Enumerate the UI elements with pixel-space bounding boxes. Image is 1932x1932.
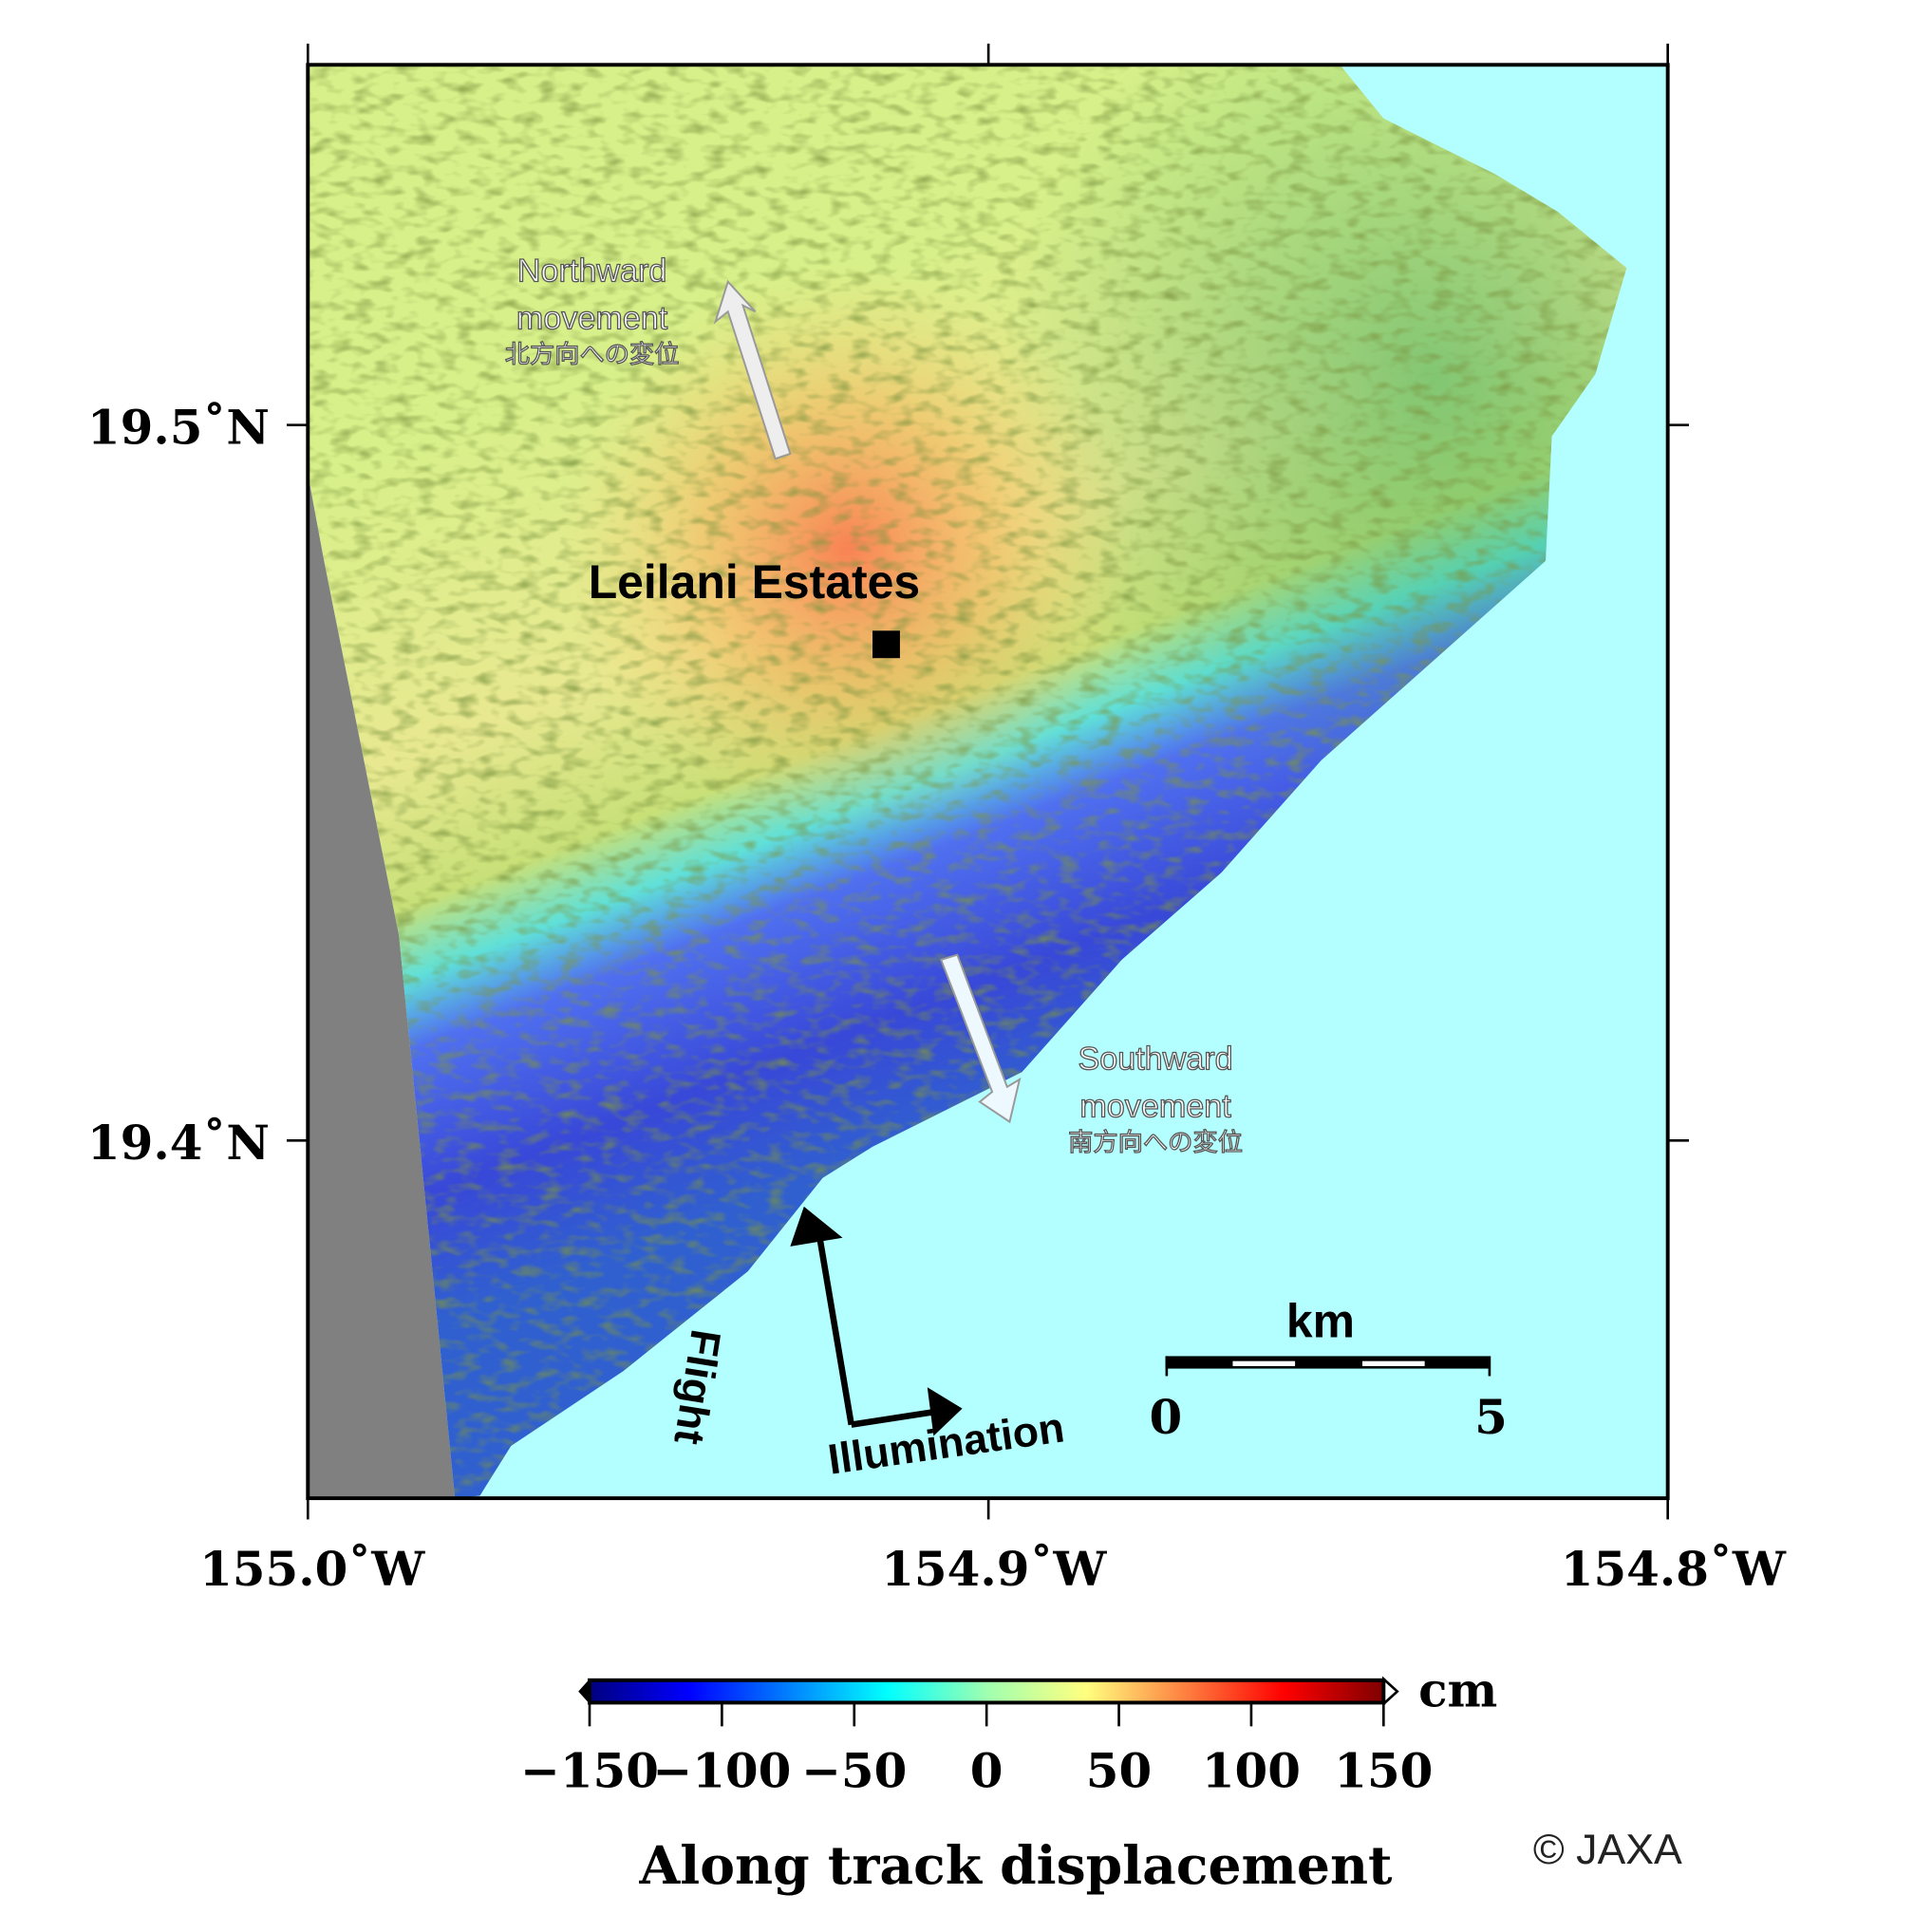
scale-max: 5	[1474, 1388, 1508, 1445]
place-label: Leilani Estates	[588, 556, 921, 610]
northward-line2: movement	[516, 298, 668, 337]
colorbar-tick-label: −150	[520, 1742, 659, 1799]
scale-unit: km	[1285, 1296, 1356, 1349]
illumination-direction-arrow	[851, 1387, 963, 1436]
colorbar-tick-label: −50	[801, 1742, 908, 1799]
lat-label-19-4: 19.4˚N	[86, 1114, 270, 1171]
lon-label-154-8: 154.8˚W	[1560, 1540, 1786, 1597]
colorbar-tick-label: 150	[1334, 1742, 1434, 1799]
scale-min: 0	[1149, 1388, 1183, 1445]
southward-line1: Southward	[1078, 1039, 1234, 1078]
colorbar-tick-label: 100	[1201, 1742, 1301, 1799]
colorbar-title: Along track displacement	[639, 1834, 1393, 1896]
colorbar-unit: cm	[1418, 1661, 1498, 1718]
southward-line3: 南方向への変位	[1067, 1129, 1243, 1157]
northward-line1: Northward	[516, 252, 667, 291]
flight-direction-arrow	[790, 1206, 854, 1426]
lon-label-154-9: 154.9˚W	[881, 1540, 1107, 1597]
northward-line3: 北方向への変位	[504, 341, 680, 369]
colorbar-tick-label: −100	[652, 1742, 792, 1799]
no-data-area	[308, 473, 456, 1499]
colorbar	[578, 1676, 1399, 1727]
scale-bar	[1165, 1356, 1491, 1377]
colorbar-tick-label: 0	[969, 1742, 1004, 1799]
lon-label-155-0: 155.0˚W	[199, 1540, 425, 1597]
southward-annotation: Southward movement 南方向への変位	[1037, 1035, 1273, 1157]
map-ticks	[286, 43, 1689, 1520]
lat-label-19-5: 19.5˚N	[86, 399, 270, 456]
northward-annotation: Northward movement 北方向への変位	[474, 247, 710, 370]
southward-line2: movement	[1079, 1086, 1232, 1125]
leilani-estates-marker	[872, 630, 900, 659]
credit: © JAXA	[1532, 1826, 1682, 1874]
southward-arrow	[939, 953, 1022, 1124]
colorbar-tick-label: 50	[1085, 1742, 1153, 1799]
northward-arrow	[713, 279, 792, 460]
